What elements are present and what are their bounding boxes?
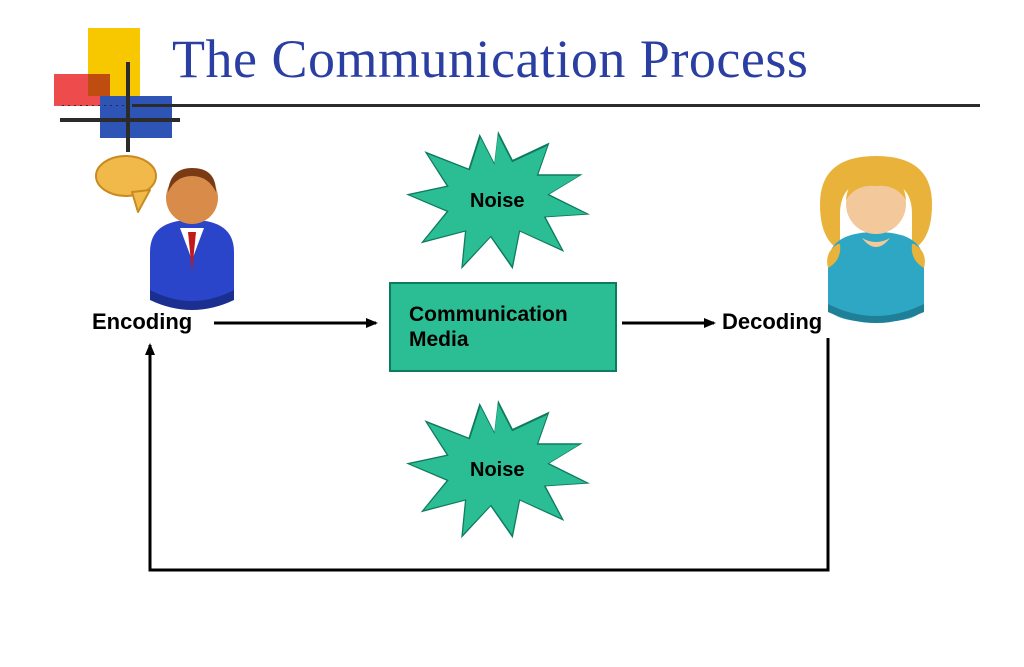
noise-top-label: Noise xyxy=(470,190,524,213)
encoding-label: Encoding xyxy=(92,309,192,335)
sender-person-icon xyxy=(80,140,270,310)
logo-block-overlap xyxy=(88,74,110,96)
logo-cross-horizontal xyxy=(60,118,180,122)
communication-media-box: Communication Media xyxy=(389,282,617,372)
decoding-label: Decoding xyxy=(722,309,822,335)
title-underline xyxy=(60,104,980,107)
noise-bottom-label: Noise xyxy=(470,459,524,482)
slide-title: The Communication Process xyxy=(172,28,808,90)
media-line2: Media xyxy=(409,327,469,352)
slide: The Communication Process xyxy=(0,0,1024,667)
media-line1: Communication xyxy=(409,302,568,327)
logo-cross-vertical xyxy=(126,62,130,152)
title-underline-dots xyxy=(60,104,132,107)
receiver-person-icon xyxy=(780,140,970,325)
logo-block-blue xyxy=(100,96,172,138)
